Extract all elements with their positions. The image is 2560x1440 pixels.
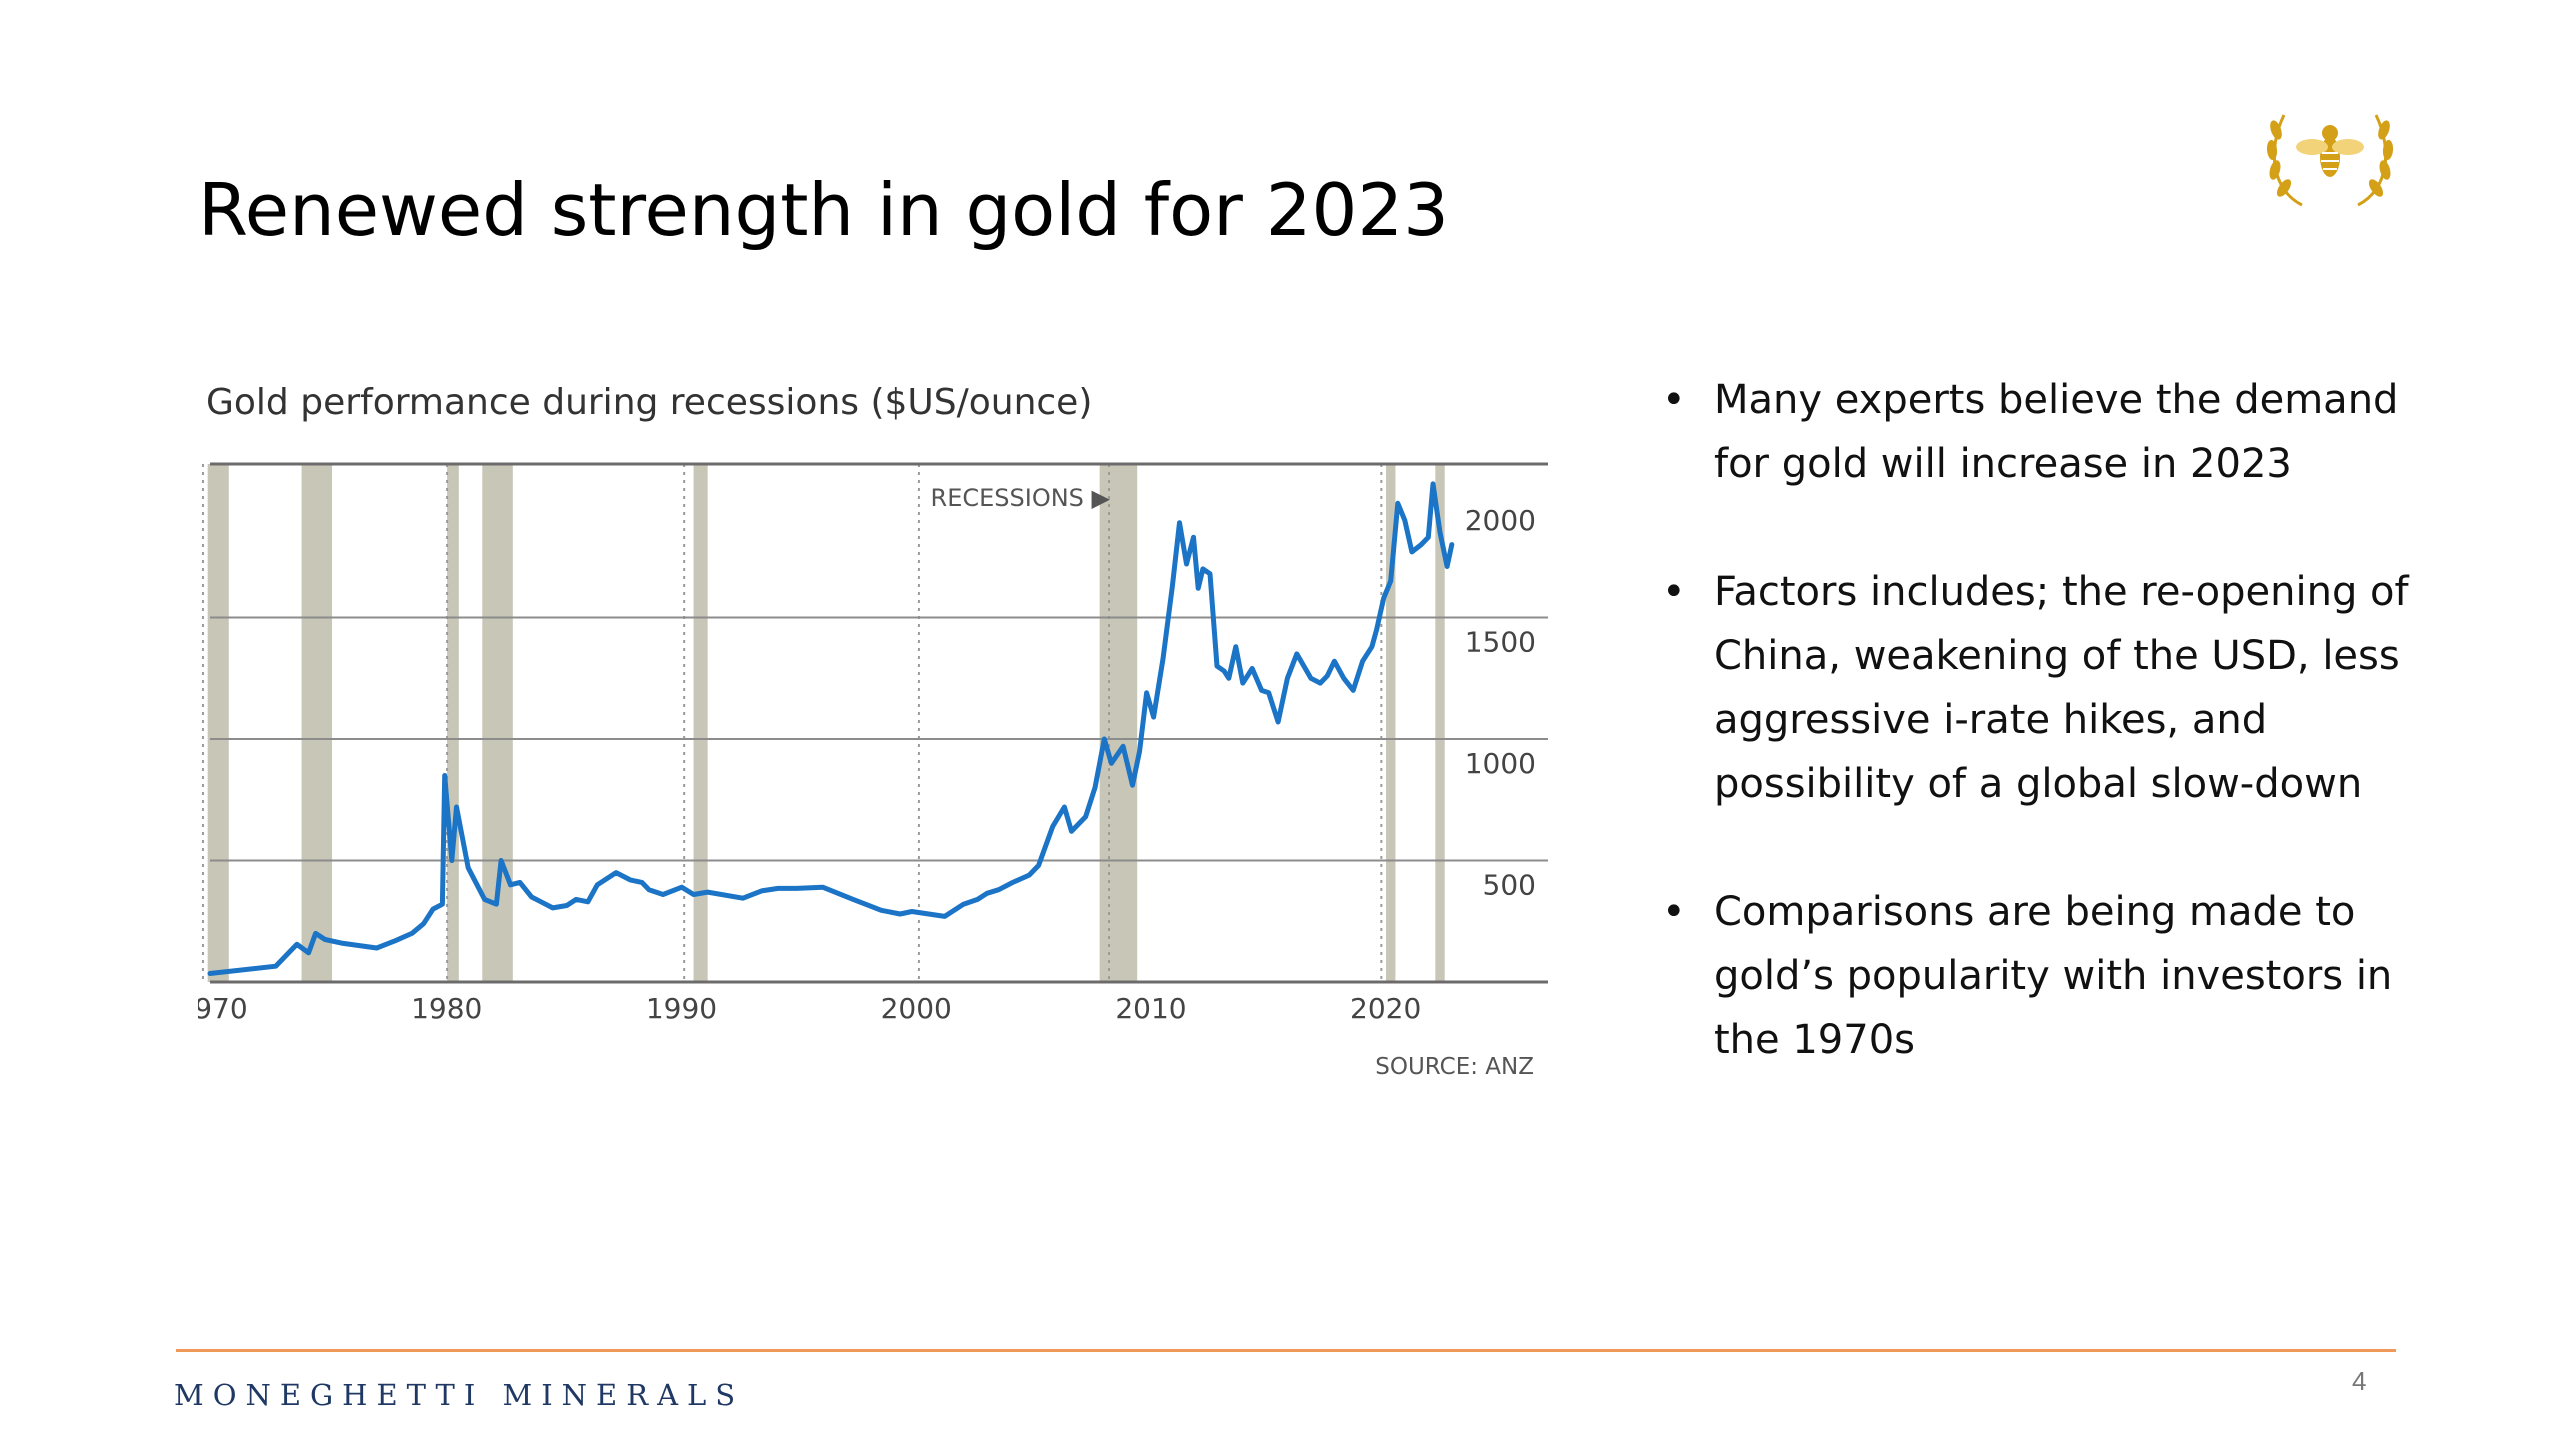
- footer-brand: MONEGHETTI MINERALS: [174, 1378, 745, 1412]
- bullet-dot-icon: •: [1662, 377, 1686, 423]
- x-tick-label: 2000: [881, 992, 952, 1025]
- bullet-dot-icon: •: [1662, 889, 1686, 935]
- gold-price-line: [207, 481, 1455, 976]
- bullet-dot-icon: •: [1662, 569, 1686, 615]
- chart-source: SOURCE: ANZ: [1375, 1054, 1534, 1080]
- footer-divider: [176, 1349, 2396, 1352]
- recession-band: [1099, 464, 1138, 982]
- bullet-item: • Many experts believe the demand for gol…: [1660, 368, 2440, 496]
- x-tick-label: 1970: [198, 992, 248, 1025]
- bullet-text: Comparisons are being made to gold’s pop…: [1714, 889, 2393, 1063]
- bee-laurel-icon: [2262, 95, 2398, 215]
- recession-bands: [207, 464, 1445, 982]
- x-tick-label: 1990: [646, 992, 717, 1025]
- x-tick-label: 2010: [1115, 992, 1186, 1025]
- slide-title: Renewed strength in gold for 2023: [198, 168, 1449, 252]
- y-axis-ticks: 2000 1500 1000 500: [1465, 504, 1536, 902]
- bullet-text: Factors includes; the re-opening of Chin…: [1714, 569, 2409, 807]
- recession-band: [1435, 464, 1445, 982]
- y-tick-label: 500: [1483, 869, 1536, 902]
- x-axis-ticks: 1970 1980 1990 2000 2010 2020: [198, 992, 1421, 1025]
- recession-markers: [201, 464, 1383, 982]
- x-tick-label: 2020: [1350, 992, 1421, 1025]
- bullet-text: Many experts believe the demand for gold…: [1714, 377, 2399, 487]
- y-tick-label: 1000: [1465, 747, 1536, 780]
- recession-band: [1386, 464, 1396, 982]
- x-tick-label: 1980: [411, 992, 482, 1025]
- gold-chart: Gold performance during recessions ($US/…: [198, 370, 1558, 1100]
- bullet-list: • Many experts believe the demand for gol…: [1660, 368, 2440, 1136]
- page-number: 4: [2352, 1366, 2367, 1396]
- recession-band: [207, 464, 229, 982]
- recession-band: [693, 464, 708, 982]
- bullet-item: • Factors includes; the re-opening of Chi…: [1660, 560, 2440, 816]
- y-tick-label: 1500: [1465, 626, 1536, 659]
- chart-title: Gold performance during recessions ($US/…: [206, 382, 1092, 423]
- recession-band: [447, 464, 459, 982]
- series-layer: [207, 481, 1455, 976]
- recessions-annotation: RECESSIONS ▶: [931, 484, 1111, 512]
- bullet-item: • Comparisons are being made to gold’s po…: [1660, 880, 2440, 1072]
- recession-band: [301, 464, 333, 982]
- y-tick-label: 2000: [1465, 504, 1536, 537]
- grid-lines: [210, 462, 1548, 984]
